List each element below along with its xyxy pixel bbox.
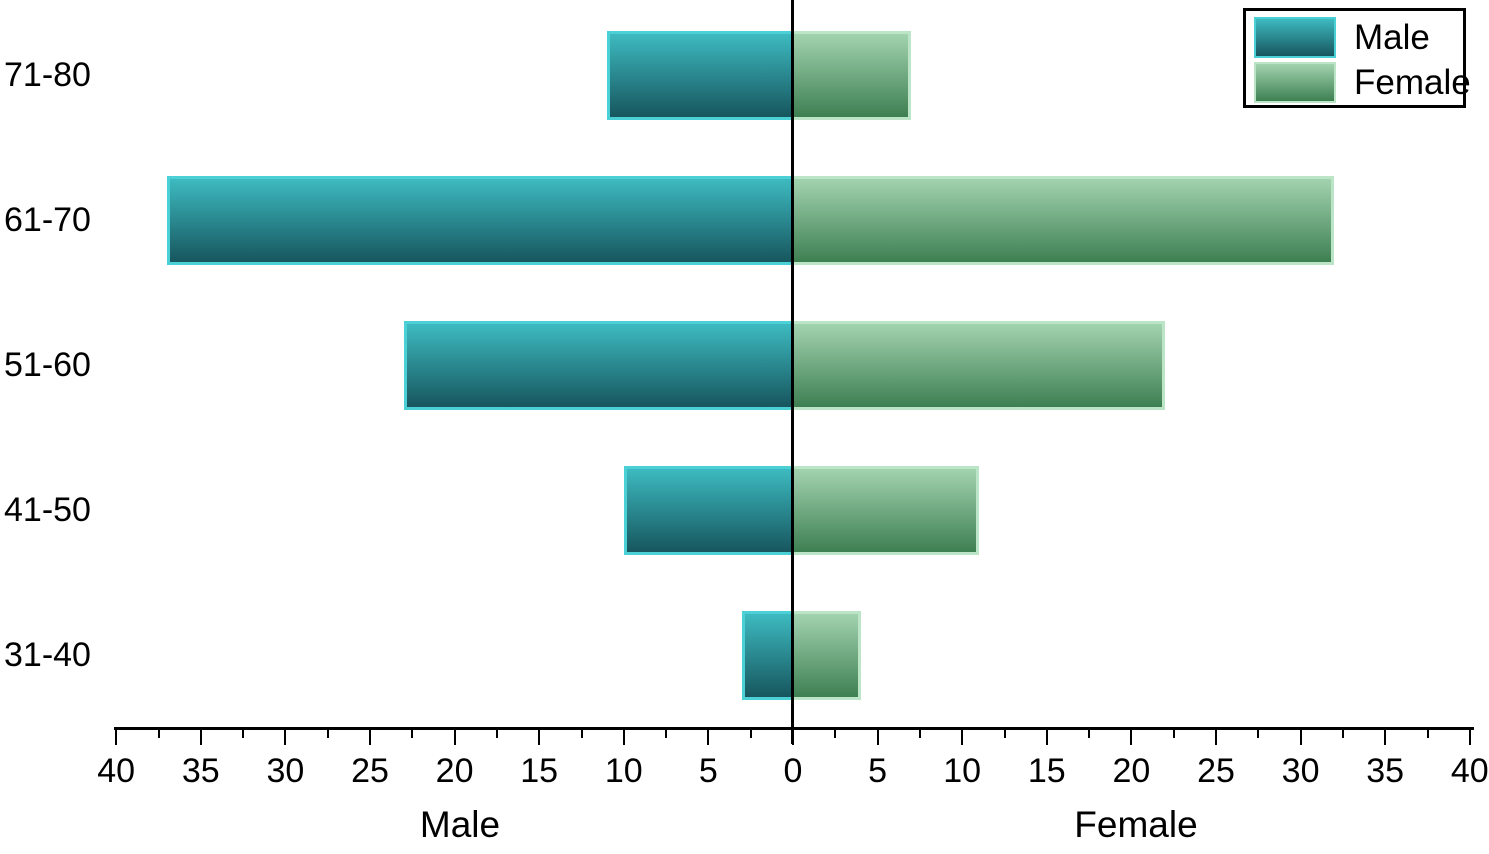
x-major-tick <box>1384 729 1387 745</box>
x-minor-tick <box>1426 729 1429 738</box>
x-major-tick <box>453 729 456 745</box>
x-axis-title-female: Female <box>1074 804 1198 845</box>
bar-female-31-40 <box>793 611 861 700</box>
x-major-tick <box>707 729 710 745</box>
x-minor-tick <box>580 729 583 738</box>
legend-swatch-male <box>1254 17 1336 58</box>
x-tick-label: 20 <box>1112 752 1151 790</box>
bar-female-61-70 <box>793 176 1334 265</box>
x-tick-label: 25 <box>351 752 389 790</box>
x-major-tick <box>876 729 879 745</box>
category-label: 61-70 <box>4 201 91 239</box>
legend-label-female: Female <box>1354 63 1471 102</box>
bar-male-31-40 <box>742 611 793 700</box>
legend-entry-female: Female <box>1254 62 1471 103</box>
x-tick-label: 20 <box>435 752 474 790</box>
x-major-tick <box>1045 729 1048 745</box>
x-tick-label: 30 <box>1281 752 1320 790</box>
x-tick-label: 10 <box>604 752 643 790</box>
x-major-tick <box>961 729 964 745</box>
x-tick-label: 10 <box>943 752 982 790</box>
x-major-tick <box>369 729 371 745</box>
x-major-tick <box>115 729 118 745</box>
x-tick-label: 5 <box>698 752 718 790</box>
x-axis-title-male: Male <box>419 804 501 845</box>
x-major-tick <box>1130 729 1133 745</box>
x-major-tick <box>538 729 541 745</box>
x-minor-tick <box>326 729 329 738</box>
x-minor-tick <box>1088 729 1091 738</box>
x-tick-label: 15 <box>1027 752 1066 790</box>
x-minor-tick <box>1003 729 1006 738</box>
x-tick-label: 15 <box>520 752 559 790</box>
x-tick-label: 40 <box>97 752 136 790</box>
category-label: 51-60 <box>4 346 91 384</box>
x-major-tick <box>199 729 202 745</box>
x-major-tick <box>284 729 287 745</box>
x-tick-label: 5 <box>868 752 888 790</box>
bar-female-71-80 <box>793 31 911 120</box>
x-axis-line <box>114 727 1474 730</box>
x-minor-tick <box>411 729 414 738</box>
x-minor-tick <box>1172 729 1175 738</box>
category-label: 71-80 <box>4 56 91 94</box>
legend-entry-male: Male <box>1254 17 1430 58</box>
category-label: 31-40 <box>4 636 91 674</box>
x-tick-label: 30 <box>266 752 305 790</box>
x-minor-tick <box>495 729 498 738</box>
x-minor-tick <box>1341 729 1344 738</box>
x-major-tick <box>1215 729 1217 745</box>
x-major-tick <box>622 729 625 745</box>
x-tick-label: 35 <box>1366 752 1405 790</box>
x-major-tick <box>1299 729 1302 745</box>
x-minor-tick <box>665 729 668 738</box>
x-tick-label: 40 <box>1450 752 1489 790</box>
x-minor-tick <box>242 729 245 738</box>
bar-male-41-50 <box>624 466 793 555</box>
x-minor-tick <box>749 729 752 738</box>
bar-female-51-60 <box>793 321 1165 410</box>
bar-male-61-70 <box>167 176 793 265</box>
x-minor-tick <box>834 729 837 738</box>
legend-label-male: Male <box>1354 18 1430 57</box>
x-tick-label: 35 <box>181 752 220 790</box>
x-minor-tick <box>918 729 921 738</box>
x-minor-tick <box>157 729 160 738</box>
bar-female-41-50 <box>793 466 979 555</box>
x-tick-label: 0 <box>783 752 803 790</box>
zero-baseline <box>791 0 794 744</box>
x-major-tick <box>1468 729 1471 745</box>
category-label: 41-50 <box>4 491 91 529</box>
x-tick-label: 25 <box>1197 752 1235 790</box>
bar-male-71-80 <box>607 31 793 120</box>
bar-male-51-60 <box>404 321 793 410</box>
legend-swatch-female <box>1254 62 1336 103</box>
x-minor-tick <box>1257 729 1260 738</box>
legend: Male Female <box>1243 8 1471 108</box>
